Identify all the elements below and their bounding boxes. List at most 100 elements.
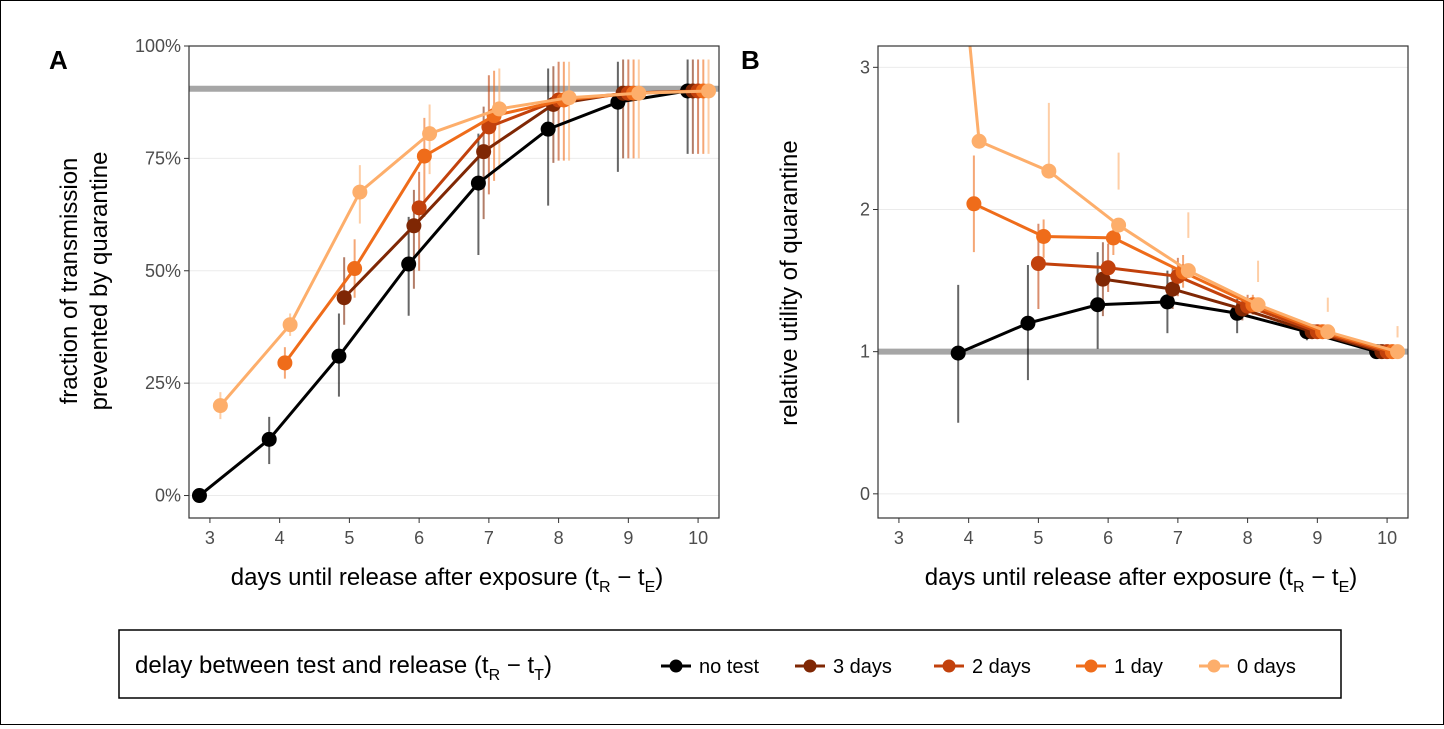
legend-item: 2 days [934,656,1031,678]
legend-title: delay between test and release (tR − tT) [135,652,552,684]
data-point [1020,315,1036,331]
x-axis-title-a: days until release after exposure (tR − … [231,564,663,596]
x-tick-label: 7 [1173,528,1183,548]
x-axis-title-b-sub1: R [1293,579,1305,596]
data-point [1320,324,1336,340]
y-tick-label: 75% [145,148,181,168]
y-tick-label: 0% [155,486,181,506]
data-point [1100,260,1116,276]
x-tick-label: 4 [964,528,974,548]
x-tick-label: 6 [1103,528,1113,548]
panel-border [877,45,1409,519]
y-tick-label: 3 [860,57,870,77]
x-tick-label: 3 [894,528,904,548]
panel-label-a: A [49,45,68,75]
data-point [416,148,432,164]
data-point [282,317,298,333]
data-point [1390,344,1406,360]
x-tick-label: 4 [275,528,285,548]
x-tick-label: 9 [623,528,633,548]
data-point [1095,271,1111,287]
panel-b: B 3 4 5 6 7 8 9 10 0 1 2 3 relative utility of quar… [741,45,1409,596]
data-point [406,218,422,234]
x-axis-title-a-sub2: E [645,579,656,596]
y-tick-label: 1 [860,342,870,362]
data-point [422,126,438,142]
x-axis-title-a-end: ) [655,564,663,591]
series-line [343,89,693,299]
data-point [1165,281,1181,297]
legend-label: 2 days [972,656,1031,678]
legend-item: no test [661,656,759,678]
data-point [1036,229,1052,245]
data-point [1030,256,1046,272]
x-tick-label: 10 [1377,528,1397,548]
panel-a: A 3 4 5 6 7 8 9 100%25%50%75%100% fraction of t… [49,36,720,596]
legend: delay between test and release (tR − tT)… [118,629,1342,699]
legend-title-sub1: R [489,667,501,684]
data-point [1041,163,1057,179]
data-point [1090,297,1106,313]
data-point [277,355,293,371]
legend-key-point [803,659,817,673]
data-point [470,175,486,191]
data-point [347,261,363,277]
x-tick-label: 8 [1243,528,1253,548]
x-tick-label: 10 [688,528,708,548]
legend-title-end: ) [544,652,552,679]
data-point [1180,263,1196,279]
data-point [336,290,352,306]
x-axis-title-b-end: ) [1349,564,1357,591]
series-line [968,46,1398,354]
data-point [971,133,987,149]
legend-label: no test [699,656,759,678]
legend-title-sub2: T [534,667,544,684]
data-point [1159,294,1175,310]
x-tick-label: 6 [414,528,424,548]
y-tick-label: 100% [135,36,181,56]
legend-box [118,629,1342,699]
data-point [1250,297,1266,313]
data-point [401,256,417,272]
x-tick-label: 7 [484,528,494,548]
data-point [1111,217,1127,233]
data-point [631,85,647,101]
series-line [198,89,688,497]
x-tick-label: 5 [344,528,354,548]
panel-border [188,45,720,519]
legend-title-mid: − t [500,652,534,679]
y-tick-label: 25% [145,373,181,393]
legend-item: 1 day [1076,656,1163,678]
legend-label: 1 day [1114,656,1163,678]
y-tick-label: 2 [860,199,870,219]
legend-key-point [1084,659,1098,673]
x-axis-title-b-main: days until release after exposure (t [925,564,1294,591]
data-point [212,398,228,414]
series-layer [191,59,717,504]
data-point [331,348,347,364]
legend-label: 3 days [833,656,892,678]
x-axis-title-b: days until release after exposure (tR − … [925,564,1357,596]
data-point [950,345,966,361]
legend-label: 0 days [1237,656,1296,678]
legend-item: 0 days [1199,656,1296,678]
legend-title-main: delay between test and release (t [135,652,489,679]
x-tick-label: 9 [1312,528,1322,548]
legend-key-point [669,659,683,673]
y-axis-title-a-line2: prevented by quarantine [86,152,113,411]
data-point [191,488,207,504]
data-point [540,121,556,137]
data-point [491,101,507,117]
data-point [411,200,427,216]
plot-area-a: 3 4 5 6 7 8 9 100%25%50%75%100% [135,36,720,548]
data-point [561,90,577,106]
x-axis-title-b-mid: − t [1305,564,1339,591]
legend-key-point [1207,659,1221,673]
legend-items: no test 3 days 2 days 1 day 0 days [661,656,1296,678]
data-point [701,83,717,99]
x-axis-title-a-main: days until release after exposure (t [231,564,600,591]
y-axis-title-b: relative utility of quarantine [776,140,803,426]
y-tick-label: 50% [145,261,181,281]
